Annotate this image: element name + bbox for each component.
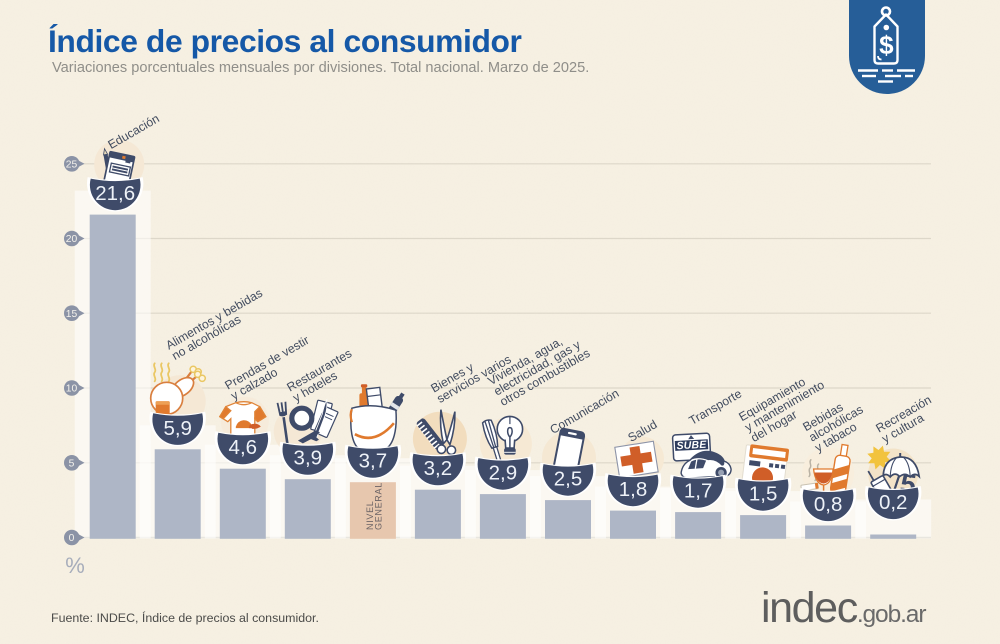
svg-text:21,6: 21,6 — [95, 182, 135, 205]
svg-text:15: 15 — [66, 309, 78, 320]
svg-text:3,2: 3,2 — [424, 457, 453, 480]
svg-text:2,5: 2,5 — [554, 468, 583, 491]
svg-text:5: 5 — [69, 458, 75, 469]
svg-text:$: $ — [879, 30, 894, 60]
svg-text:3,7: 3,7 — [359, 450, 388, 473]
svg-text:NIVEL: NIVEL — [365, 500, 375, 530]
svg-text:GENERAL: GENERAL — [374, 482, 384, 530]
svg-text:3,9: 3,9 — [294, 447, 323, 470]
svg-text:0,8: 0,8 — [814, 493, 843, 516]
svg-text:0: 0 — [69, 533, 75, 544]
svg-text:20: 20 — [66, 234, 78, 245]
svg-text:10: 10 — [66, 384, 78, 395]
svg-text:1,5: 1,5 — [749, 483, 778, 506]
svg-text:5,9: 5,9 — [163, 417, 192, 440]
svg-text:1,8: 1,8 — [619, 478, 648, 501]
svg-text:0,2: 0,2 — [879, 491, 908, 514]
svg-text:4,6: 4,6 — [229, 436, 258, 459]
svg-text:%: % — [65, 553, 85, 578]
svg-text:SUBE: SUBE — [676, 439, 707, 453]
svg-text:2,9: 2,9 — [489, 462, 518, 485]
svg-text:1,7: 1,7 — [684, 480, 713, 503]
svg-text:25: 25 — [66, 159, 78, 170]
